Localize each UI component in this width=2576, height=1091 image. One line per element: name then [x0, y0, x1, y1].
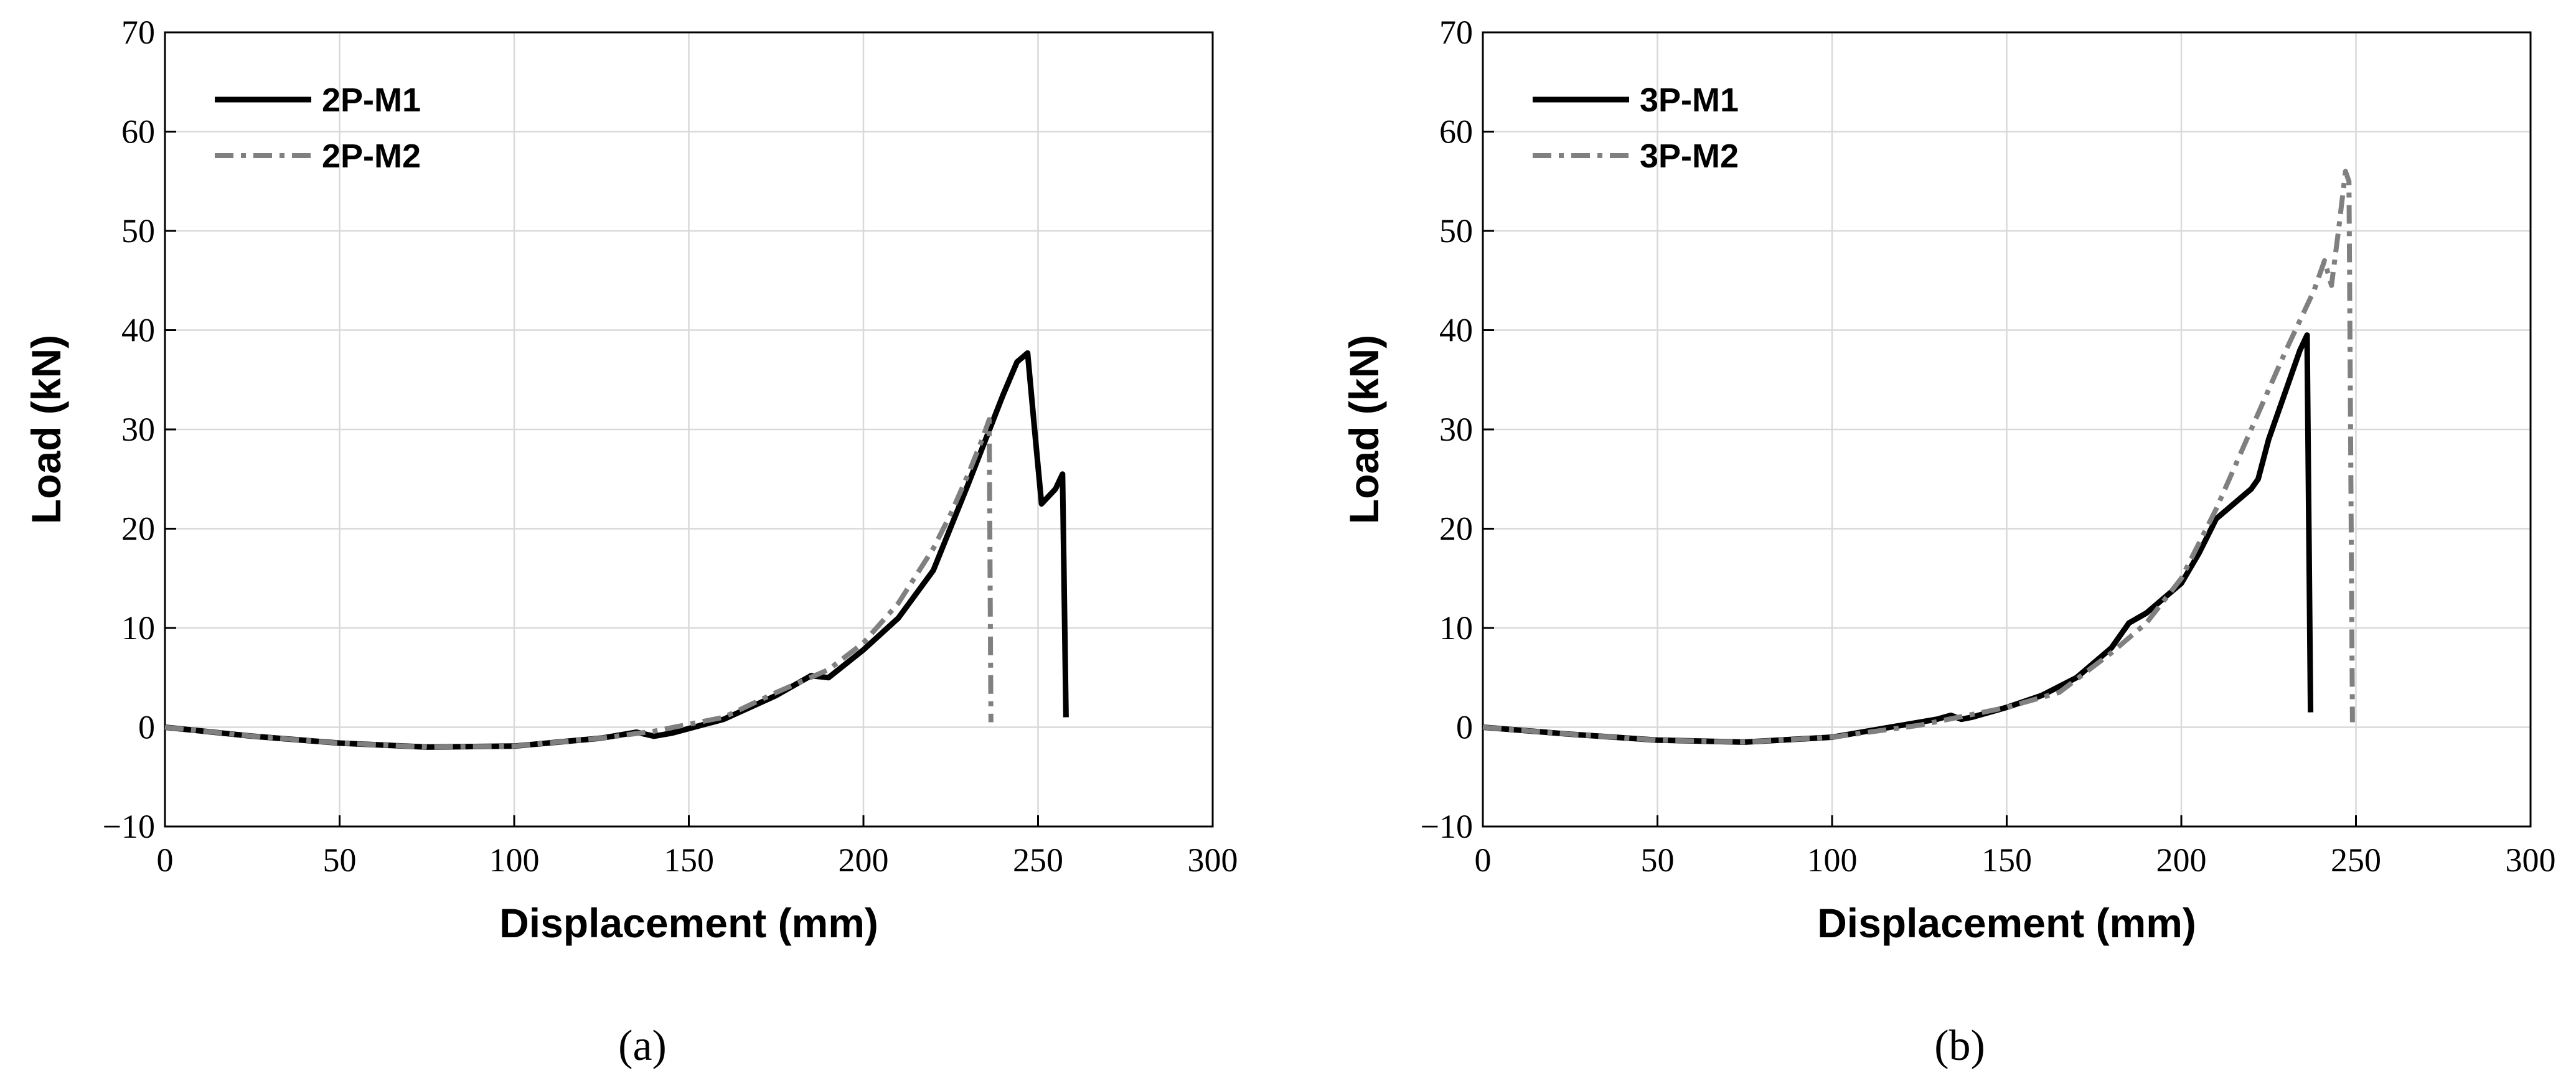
x-tick-label: 100 — [1807, 841, 1858, 879]
panel-caption: (b) — [1934, 1022, 1985, 1070]
x-axis-label: Displacement (mm) — [1817, 900, 2196, 946]
y-tick-label: 0 — [1456, 709, 1473, 746]
x-tick-label: 50 — [1641, 841, 1675, 879]
y-tick-label: 20 — [121, 510, 155, 548]
series-line-3p-m2 — [1482, 169, 2355, 745]
legend-label: 3P-M2 — [1640, 138, 1739, 175]
y-tick-label: 60 — [121, 113, 155, 151]
x-tick-label: 100 — [489, 841, 540, 879]
y-tick-label: 30 — [121, 411, 155, 448]
y-tick-label: −10 — [103, 808, 155, 845]
y-tick-label: 30 — [1439, 411, 1473, 448]
x-tick-label: 150 — [1981, 841, 2032, 879]
x-tick-label: 150 — [664, 841, 714, 879]
x-tick-label: 300 — [2506, 841, 2556, 879]
x-tick-label: 250 — [2331, 841, 2381, 879]
legend-label: 2P-M1 — [322, 82, 421, 119]
series-line-2p-m2 — [164, 417, 994, 750]
y-tick-label: 20 — [1439, 510, 1473, 548]
y-tick-label: 10 — [1439, 609, 1473, 647]
y-axis-label: Load (kN) — [23, 335, 69, 524]
y-tick-label: 40 — [1439, 312, 1473, 349]
y-tick-label: 60 — [1439, 113, 1473, 151]
x-tick-label: 300 — [1188, 841, 1238, 879]
y-tick-label: 70 — [1439, 14, 1473, 51]
y-tick-label: 0 — [138, 709, 155, 746]
chart-panel-b: 0 50 100 150 200 250 300−10010203040506070Disp… — [1341, 14, 2556, 1070]
series-line-2p-m1 — [164, 350, 1069, 750]
x-tick-label: 200 — [839, 841, 889, 879]
panel-caption: (a) — [618, 1022, 667, 1070]
x-tick-label: 200 — [2156, 841, 2207, 879]
x-tick-label: 250 — [1013, 841, 1063, 879]
legend-label: 3P-M1 — [1640, 82, 1739, 119]
x-tick-label: 0 — [157, 841, 174, 879]
x-tick-label: 50 — [323, 841, 357, 879]
y-tick-label: 70 — [121, 14, 155, 51]
y-tick-label: 50 — [121, 212, 155, 250]
y-tick-label: 10 — [121, 609, 155, 647]
x-axis-label: Displacement (mm) — [499, 900, 878, 946]
chart-panel-a: 0 50 100 150 200 250 300−10010203040506070Disp… — [23, 14, 1238, 1070]
y-tick-label: 50 — [1439, 212, 1473, 250]
y-axis-label: Load (kN) — [1341, 335, 1387, 524]
legend-label: 2P-M2 — [322, 138, 421, 175]
y-tick-label: −10 — [1421, 808, 1473, 845]
series-line-3p-m1 — [1482, 332, 2314, 745]
y-tick-label: 40 — [121, 312, 155, 349]
x-tick-label: 0 — [1475, 841, 1492, 879]
